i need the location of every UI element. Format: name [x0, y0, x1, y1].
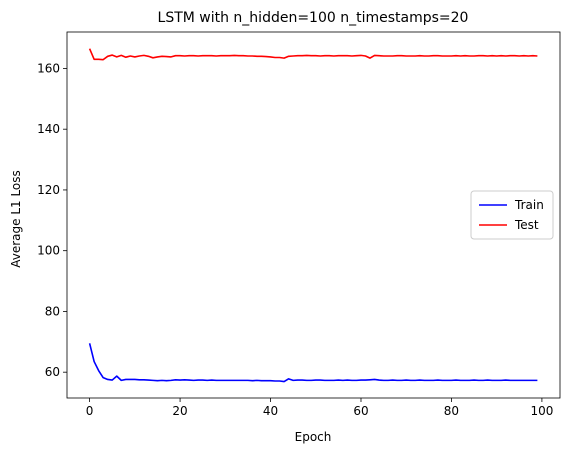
legend-label-train: Train — [514, 198, 544, 212]
y-tick-label: 140 — [37, 122, 60, 136]
chart-title: LSTM with n_hidden=100 n_timestamps=20 — [158, 10, 469, 26]
y-tick-label: 100 — [37, 244, 60, 258]
y-tick-label: 160 — [37, 61, 60, 75]
x-axis-label: Epoch — [295, 430, 332, 444]
y-tick-label: 60 — [45, 365, 60, 379]
legend: Train Test — [470, 190, 554, 240]
x-tick-label: 100 — [530, 404, 553, 418]
y-tick-label: 120 — [37, 183, 60, 197]
series-line-test — [88, 48, 538, 61]
x-tick-label: 60 — [353, 404, 368, 418]
x-tick-label: 80 — [444, 404, 459, 418]
y-tick-label: 80 — [45, 304, 60, 318]
x-tick-label: 20 — [172, 404, 187, 418]
axes: 0 20 40 60 80 100 60 80 100 120 140 160 — [37, 31, 561, 418]
x-tick-label: 0 — [86, 404, 94, 418]
plot-area — [88, 48, 538, 383]
plot-frame — [66, 31, 561, 399]
legend-label-test: Test — [514, 218, 539, 232]
legend-box — [470, 190, 554, 240]
y-axis-label: Average L1 Loss — [9, 170, 23, 268]
x-tick-label: 40 — [263, 404, 278, 418]
series-line-train — [88, 343, 538, 383]
